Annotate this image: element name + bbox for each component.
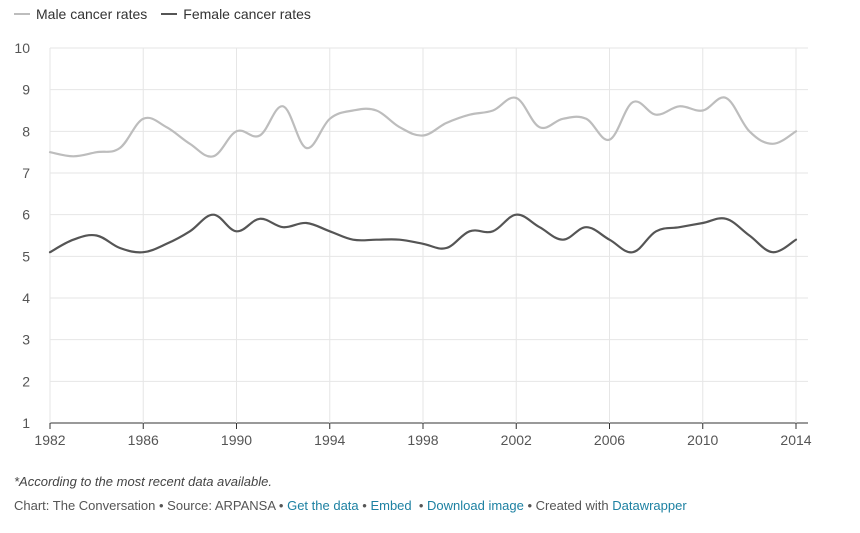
legend: Male cancer rates Female cancer rates bbox=[14, 6, 311, 22]
y-tick-labels: 1 2 3 4 5 6 7 8 9 10 bbox=[14, 40, 30, 431]
x-tick-label: 2006 bbox=[594, 432, 625, 448]
x-tick-label: 1998 bbox=[407, 432, 438, 448]
legend-item-female: Female cancer rates bbox=[161, 6, 311, 22]
footer-separator-1: • bbox=[358, 498, 371, 513]
female-series-line bbox=[48, 213, 798, 254]
y-tick-label: 4 bbox=[22, 290, 30, 306]
legend-item-male: Male cancer rates bbox=[14, 6, 147, 22]
y-tick-label: 9 bbox=[22, 82, 30, 98]
footnote: *According to the most recent data avail… bbox=[14, 474, 272, 489]
footer-separator-2: • bbox=[411, 498, 428, 513]
y-tick-label: 7 bbox=[22, 165, 30, 181]
x-tick-label: 1990 bbox=[221, 432, 252, 448]
legend-label-female: Female cancer rates bbox=[183, 6, 311, 22]
y-tick-label: 10 bbox=[14, 40, 30, 56]
embed-link[interactable]: Embed bbox=[370, 498, 412, 513]
get-the-data-link[interactable]: Get the data bbox=[287, 498, 359, 513]
download-image-link[interactable]: Download image bbox=[427, 498, 524, 513]
x-tick-label: 2002 bbox=[501, 432, 532, 448]
datawrapper-link[interactable]: Datawrapper bbox=[612, 498, 687, 513]
y-tick-label: 2 bbox=[22, 373, 30, 389]
x-tick-label: 2014 bbox=[780, 432, 811, 448]
y-tick-label: 3 bbox=[22, 332, 30, 348]
x-tick-label: 1994 bbox=[314, 432, 345, 448]
grid-lines bbox=[49, 47, 808, 429]
x-tick-label: 1986 bbox=[128, 432, 159, 448]
y-tick-label: 5 bbox=[22, 248, 30, 264]
footer-credit: Chart: The Conversation • Source: ARPANS… bbox=[14, 498, 288, 513]
line-chart: 1 2 3 4 5 6 7 8 9 10 1982 1986 1990 1994 1998 2002 2006… bbox=[14, 40, 811, 448]
series-lines bbox=[48, 96, 798, 254]
legend-swatch-male bbox=[14, 13, 30, 15]
y-tick-label: 8 bbox=[22, 123, 30, 139]
chart-footer: Chart: The Conversation • Source: ARPANS… bbox=[14, 498, 687, 513]
footer-created-with: • Created with bbox=[523, 498, 613, 513]
legend-swatch-female bbox=[161, 13, 178, 15]
male-series-line bbox=[48, 96, 798, 158]
x-tick-label: 2010 bbox=[687, 432, 718, 448]
y-tick-label: 6 bbox=[22, 207, 30, 223]
legend-label-male: Male cancer rates bbox=[36, 6, 148, 22]
y-tick-label: 1 bbox=[22, 415, 30, 431]
x-tick-labels: 1982 1986 1990 1994 1998 2002 2006 2010 2014 bbox=[34, 432, 811, 448]
x-tick-label: 1982 bbox=[34, 432, 65, 448]
